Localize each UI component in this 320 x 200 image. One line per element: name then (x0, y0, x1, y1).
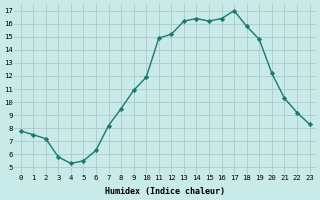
X-axis label: Humidex (Indice chaleur): Humidex (Indice chaleur) (105, 187, 225, 196)
